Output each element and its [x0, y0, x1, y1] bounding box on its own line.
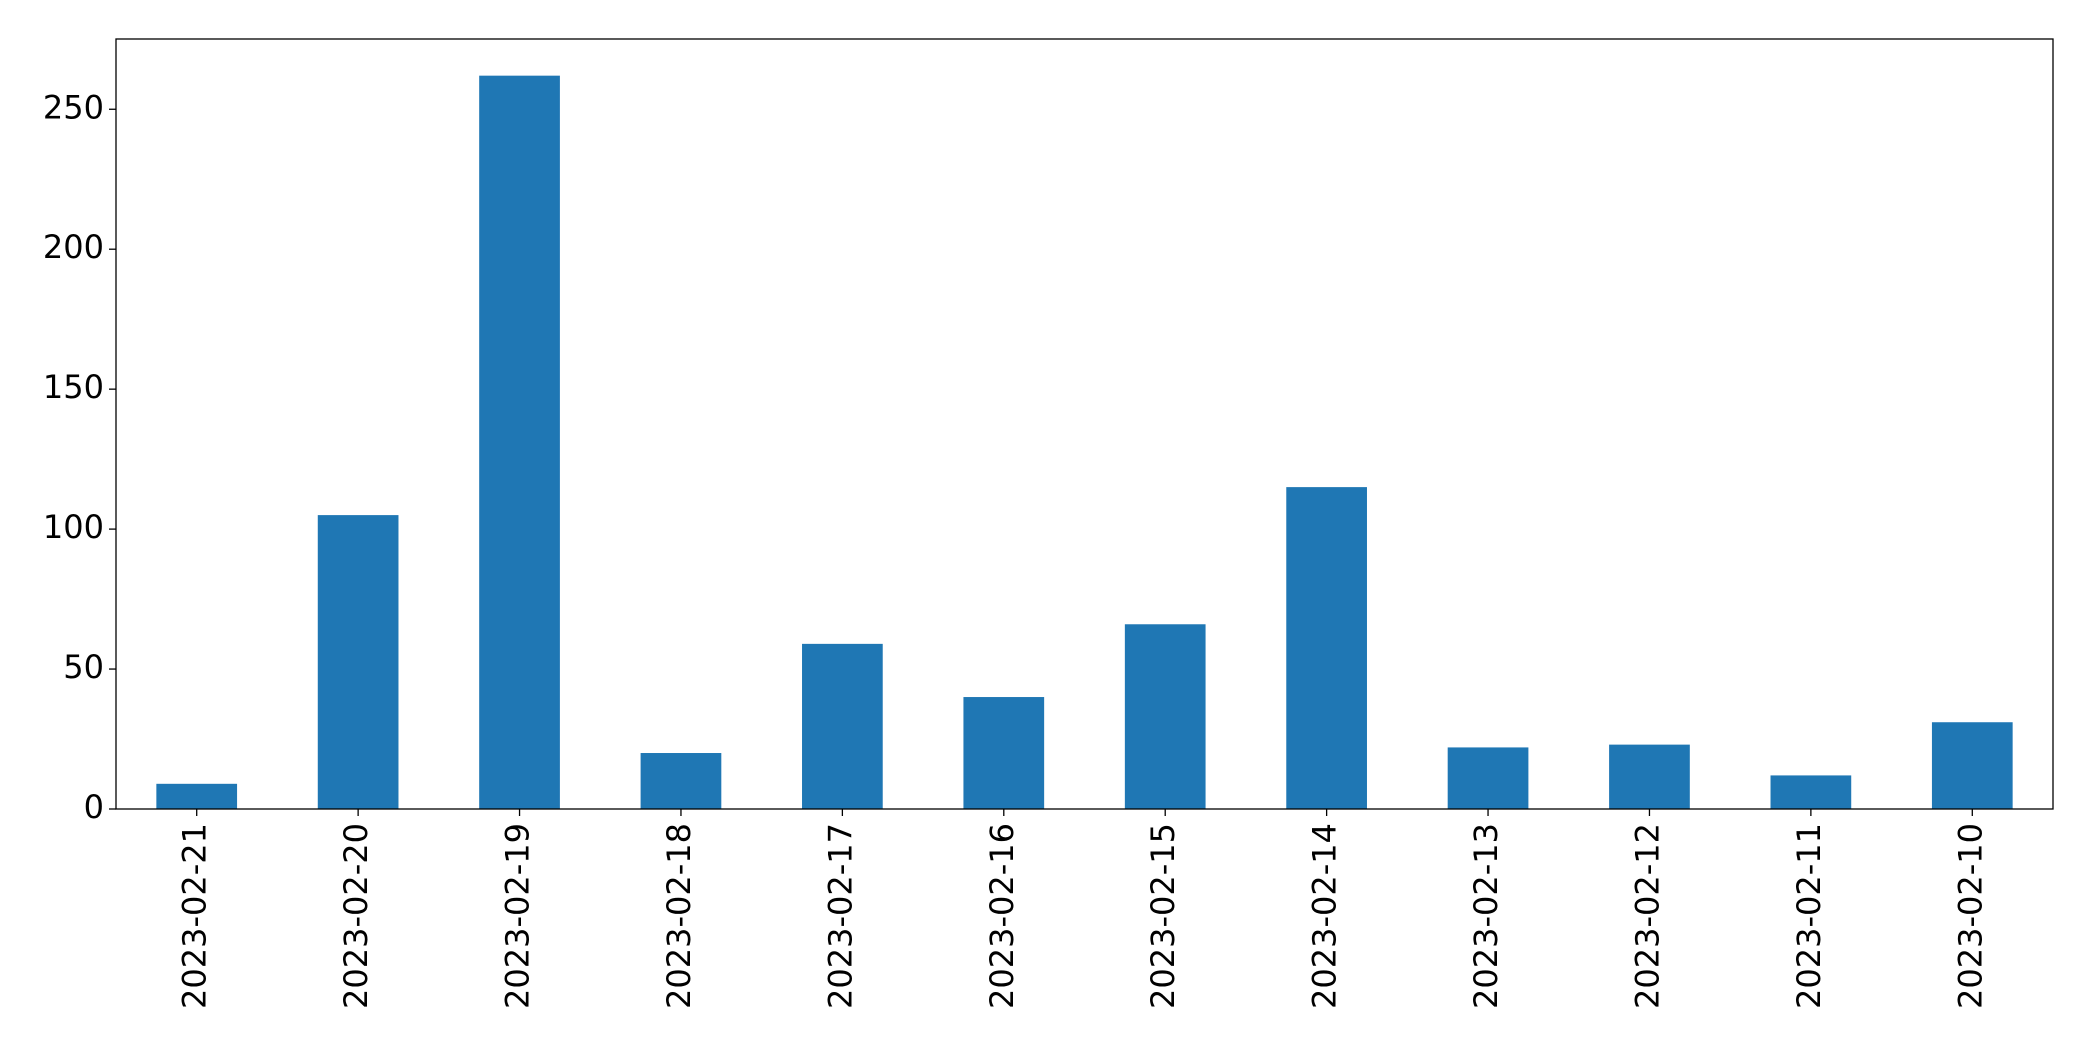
- x-tick-label: 2023-02-11: [1790, 823, 1828, 1009]
- bar: [1770, 775, 1852, 809]
- y-tick-label: 250: [43, 88, 104, 126]
- y-tick-label: 150: [43, 368, 104, 406]
- y-tick-label: 50: [63, 648, 104, 686]
- bar: [963, 697, 1045, 809]
- x-tick-label: 2023-02-12: [1628, 823, 1666, 1009]
- bar: [802, 643, 883, 809]
- y-tick-label: 0: [84, 788, 104, 826]
- x-tick-label: 2023-02-13: [1467, 823, 1505, 1009]
- x-tick-label: 2023-02-16: [983, 823, 1021, 1009]
- bar: [1447, 747, 1529, 809]
- x-tick-label: 2023-02-10: [1951, 823, 1989, 1009]
- x-tick-label: 2023-02-17: [821, 823, 859, 1009]
- x-tick-label: 2023-02-15: [1144, 823, 1182, 1009]
- x-tick-label: 2023-02-19: [499, 823, 537, 1009]
- bar: [1286, 487, 1367, 809]
- y-tick-label: 200: [43, 228, 104, 266]
- x-tick-label: 2023-02-21: [176, 823, 214, 1009]
- bar: [156, 783, 238, 809]
- x-tick-label: 2023-02-14: [1306, 823, 1344, 1009]
- bar: [1609, 744, 1690, 809]
- bar: [1124, 624, 1206, 809]
- x-tick-label: 2023-02-18: [660, 823, 698, 1009]
- plot-frame: [115, 38, 2054, 810]
- bar: [317, 515, 399, 809]
- bar: [1931, 722, 2013, 809]
- bar: [640, 753, 722, 809]
- y-tick-label: 100: [43, 508, 104, 546]
- x-tick-label: 2023-02-20: [337, 823, 375, 1009]
- bar: [479, 75, 560, 809]
